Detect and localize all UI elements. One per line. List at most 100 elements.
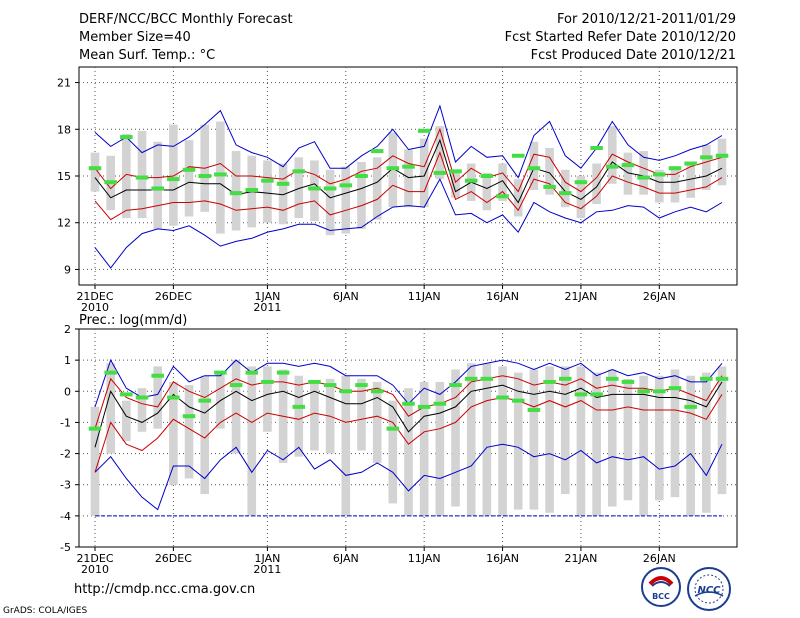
temp-observed-marker [292,169,306,174]
temp-xtick-label: 21JAN [565,290,598,303]
prec-observed-marker [135,395,149,400]
temp-observed-marker [480,174,494,178]
temp-observed-marker [370,149,384,154]
temp-spread-box [404,149,413,208]
temp-observed-marker [229,191,243,196]
prec-ytick-label: -2 [60,448,71,461]
prec-spread-box [560,366,570,495]
temp-spread-box [357,161,366,229]
temp-observed-marker [621,163,635,168]
temp-observed-marker [323,186,337,191]
bcc-logo-text: BCC [652,592,670,601]
prec-observed-marker [104,370,117,375]
prec-ytick-label: -3 [60,479,71,492]
temp-spread-box [482,172,492,211]
prec-ytick-label: 1 [64,354,71,367]
forecast-start-date-label: Fcst Started Refer Date 2010/12/20 [504,30,736,45]
temp-observed-marker [386,166,400,171]
prec-mean-line [94,381,723,448]
temp-ytick-label: 21 [57,77,71,90]
temp-xtick-label: 16JAN [486,290,519,303]
prec-spread-box [686,375,695,516]
prec-spread-box [639,375,648,516]
temp-observed-marker [214,172,227,177]
temperature-panel-title: Mean Surf. Temp.: °C [79,48,216,63]
prec-spread-box [623,378,633,501]
prec-spread-box [419,381,429,516]
prec-spread-box [247,366,257,516]
prec-spread-box [90,406,100,516]
temp-observed-marker [668,166,682,171]
temp-observed-marker [496,194,509,199]
prec-spread-box [122,400,131,442]
temp-observed-marker [637,175,650,180]
prec-xtick-label: 21DEC [76,552,113,565]
temp-ytick-label: 18 [57,123,71,136]
temp-spread-box [325,169,335,236]
temp-p10-line [94,151,723,221]
prec-observed-marker [574,392,588,397]
ncc-logo: NCC [687,567,731,611]
prec-observed-marker [417,404,431,409]
temp-spread-box [372,157,382,220]
prec-xtick-year-label: 2010 [81,563,109,576]
prec-observed-marker [449,383,462,388]
temp-observed-marker [543,184,556,189]
prec-p10-line [94,394,723,473]
prec-spread-box [310,381,319,451]
temp-xtick-label: 6JAN [333,290,359,303]
forecast-produced-date-label: Fcst Produced Date 2010/12/21 [530,48,736,63]
prec-spread-box [482,363,492,516]
prec-observed-marker [167,395,180,400]
temp-xtick-year-label: 2010 [81,301,109,314]
prec-spread-box [654,375,664,501]
temp-observed-marker [198,174,211,178]
prec-xtick-label: 11JAN [408,552,441,565]
temp-observed-marker [308,186,321,191]
prec-spread-box [200,375,210,495]
prec-xtick-label: 16JAN [486,552,519,565]
prec-spread-box [137,388,147,432]
temp-observed-marker [135,175,149,180]
precipitation-panel-title: Prec.: log(mm/d) [79,313,187,328]
temp-observed-marker [574,180,588,185]
temp-spread-box [560,169,570,208]
temp-spread-box [341,166,351,234]
temp-observed-marker [151,186,164,191]
prec-observed-marker [700,376,713,381]
prec-p90-line [94,375,723,429]
prec-xtick-year-label: 2011 [253,563,281,576]
temp-spread-box [137,130,147,219]
prec-observed-marker [684,404,697,409]
temp-spread-box [184,140,194,217]
temp-observed-marker [590,145,603,150]
temp-xtick-label: 26DEC [155,290,192,303]
prec-observed-marker [276,370,290,375]
prec-observed-marker [637,389,650,394]
temp-observed-marker [245,188,259,193]
prec-spread-box [702,372,711,513]
forecast-period-label: For 2010/12/21-2011/01/29 [557,12,736,27]
temp-spread-box [686,165,695,198]
prec-spread-box [576,366,586,516]
temp-xtick-year-label: 2011 [253,301,281,314]
prec-observed-marker [198,398,211,403]
temp-spread-box [592,163,601,205]
source-url[interactable]: http://cmdp.ncc.cma.gov.cn [74,582,256,597]
temp-spread-box [451,169,460,198]
prec-spread-box [404,388,413,516]
temp-xtick-label: 21DEC [76,290,113,303]
temp-min-line [94,177,723,269]
temp-ytick-label: 9 [64,263,71,276]
temp-spread-box [169,124,178,226]
temp-spread-box [216,121,225,234]
temp-observed-marker [449,169,462,174]
prec-observed-marker [668,386,682,391]
prec-observed-marker [511,398,525,403]
temp-observed-marker [433,170,447,175]
prec-spread-box [529,369,539,510]
temp-spread-box [231,151,241,231]
prec-observed-marker [120,392,133,397]
prec-observed-marker [261,379,274,384]
prec-spread-box [341,375,351,516]
